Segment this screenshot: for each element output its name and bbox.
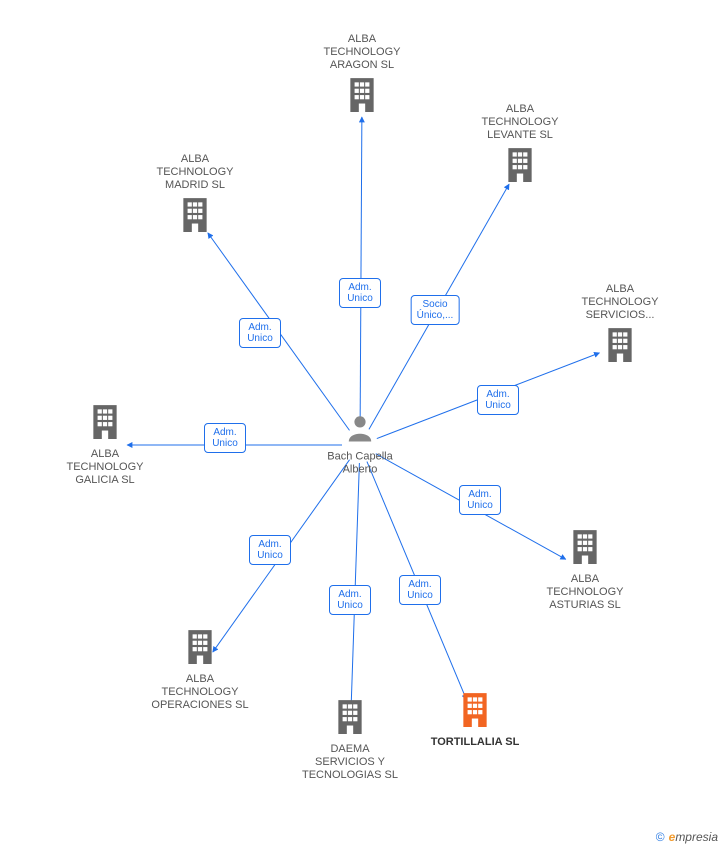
edge-label-galicia: Adm. Unico xyxy=(204,423,246,453)
node-tortilla[interactable]: TORTILLALIA SL xyxy=(425,731,525,749)
node-asturias[interactable]: ALBA TECHNOLOGY ASTURIAS SL xyxy=(535,568,635,612)
center-person-label: Bach Capella Alberto xyxy=(325,451,395,477)
edge-label-daema: Adm. Unico xyxy=(329,585,371,615)
edge-label-asturias: Adm. Unico xyxy=(459,485,501,515)
edge-label-madrid: Adm. Unico xyxy=(239,318,281,348)
building-icon xyxy=(150,628,250,669)
node-label: DAEMA SERVICIOS Y TECNOLOGIAS SL xyxy=(300,743,400,782)
building-icon xyxy=(570,326,670,367)
edge-label-aragon: Adm. Unico xyxy=(339,278,381,308)
building-icon xyxy=(425,691,525,732)
edge-label-tortilla: Adm. Unico xyxy=(399,575,441,605)
node-galicia[interactable]: ALBA TECHNOLOGY GALICIA SL xyxy=(55,443,155,487)
brand-rest: mpresia xyxy=(675,830,718,844)
person-icon xyxy=(325,414,395,447)
edge-label-operac: Adm. Unico xyxy=(249,535,291,565)
node-operac[interactable]: ALBA TECHNOLOGY OPERACIONES SL xyxy=(150,668,250,712)
building-icon xyxy=(145,196,245,237)
building-icon xyxy=(535,528,635,569)
node-label: TORTILLALIA SL xyxy=(425,736,525,749)
copyright-symbol: © xyxy=(656,830,665,844)
center-person-node[interactable]: Bach Capella Alberto xyxy=(325,454,395,477)
building-icon xyxy=(55,403,155,444)
edge-label-levante: Socio Único,... xyxy=(411,295,460,325)
node-label: ALBA TECHNOLOGY SERVICIOS... xyxy=(570,283,670,322)
node-label: ALBA TECHNOLOGY ASTURIAS SL xyxy=(535,573,635,612)
building-icon xyxy=(470,146,570,187)
node-servicios[interactable]: ALBA TECHNOLOGY SERVICIOS... xyxy=(570,283,670,367)
node-label: ALBA TECHNOLOGY OPERACIONES SL xyxy=(150,673,250,712)
edge-label-servicios: Adm. Unico xyxy=(477,385,519,415)
node-madrid[interactable]: ALBA TECHNOLOGY MADRID SL xyxy=(145,153,245,237)
node-label: ALBA TECHNOLOGY LEVANTE SL xyxy=(470,103,570,142)
building-icon xyxy=(312,76,412,117)
node-daema[interactable]: DAEMA SERVICIOS Y TECNOLOGIAS SL xyxy=(300,738,400,782)
building-icon xyxy=(300,698,400,739)
node-aragon[interactable]: ALBA TECHNOLOGY ARAGON SL xyxy=(312,33,412,117)
edge-aragon xyxy=(360,117,362,427)
node-levante[interactable]: ALBA TECHNOLOGY LEVANTE SL xyxy=(470,103,570,187)
node-label: ALBA TECHNOLOGY GALICIA SL xyxy=(55,448,155,487)
node-label: ALBA TECHNOLOGY MADRID SL xyxy=(145,153,245,192)
copyright: ©empresia xyxy=(656,830,718,844)
node-label: ALBA TECHNOLOGY ARAGON SL xyxy=(312,33,412,72)
